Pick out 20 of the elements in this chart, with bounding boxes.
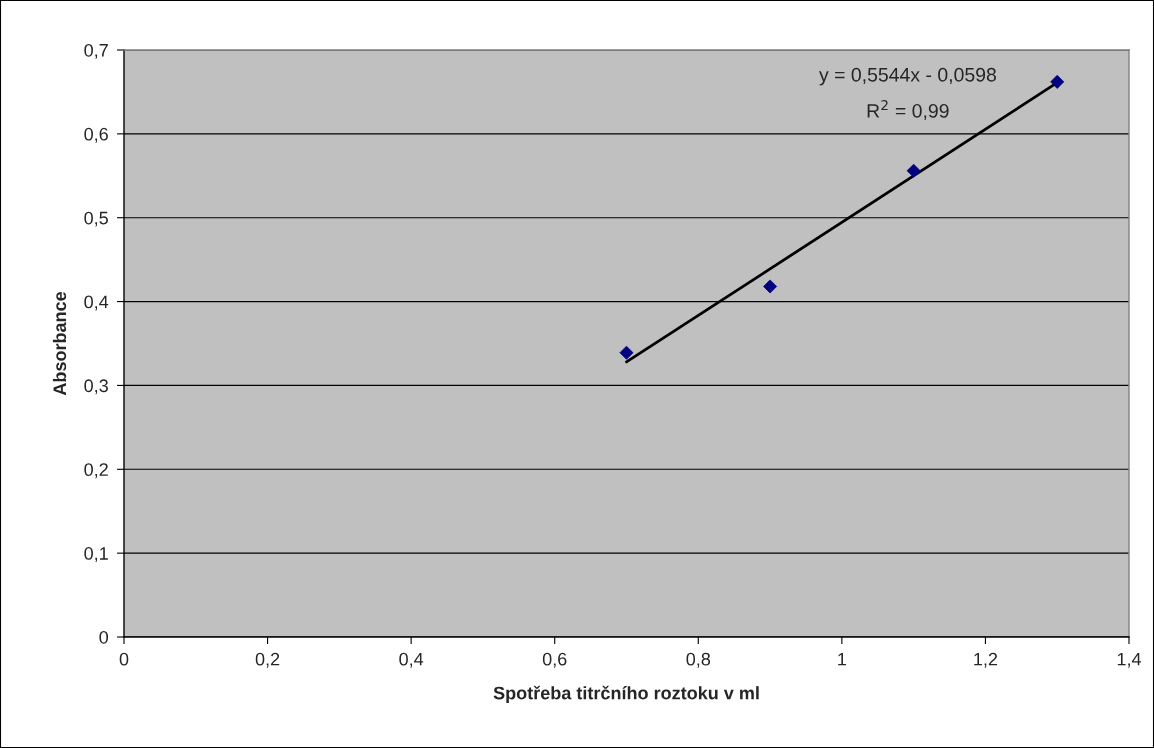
- x-tick-label: 1,2: [974, 652, 998, 668]
- y-tick-label: 0,6: [84, 127, 108, 143]
- annotation: y = 0,5544x - 0,0598: [819, 67, 996, 86]
- y-tick-label: 0: [99, 630, 109, 644]
- y-axis-title: Absorbance: [52, 291, 67, 396]
- y-tick-label: 0,5: [84, 211, 108, 227]
- x-tick-label: 1,4: [1117, 652, 1142, 668]
- x-tick-label: 1: [838, 652, 846, 666]
- x-tick-label: 0,2: [255, 652, 280, 668]
- x-tick-label: 0,8: [686, 652, 711, 668]
- y-tick-label: 0,1: [84, 547, 108, 562]
- x-tick-label: 0,6: [542, 652, 567, 668]
- y-tick-label: 0,2: [84, 463, 108, 479]
- y-tick-label: 0,4: [84, 295, 109, 311]
- x-tick-label: 0,4: [399, 652, 424, 668]
- y-tick-label: 0,3: [84, 379, 108, 395]
- annotation: R$^{2}$ = 0,99: [867, 100, 949, 121]
- x-axis-title: Spotřeba titrčního roztoku v ml: [493, 685, 759, 703]
- y-tick-label: 0,7: [84, 43, 108, 59]
- x-tick-label: 0: [119, 652, 129, 666]
